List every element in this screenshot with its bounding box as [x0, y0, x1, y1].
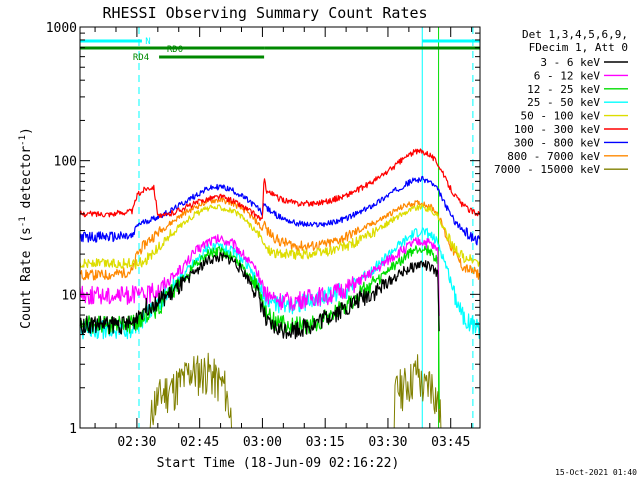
axis-layer: 1 10 100 1000 02:30 02:45 03:00 03:15 03:30 03:45	[46, 21, 480, 450]
series-line-50-100-kev	[79, 203, 481, 270]
y-tick-label: 1000	[46, 21, 77, 36]
y-tick-label: 1	[69, 422, 77, 437]
x-tick-label: 02:45	[180, 435, 219, 450]
series-line-12-25-kev	[79, 245, 440, 409]
legend-entry-label: 25 - 50 keV	[527, 96, 600, 109]
legend-entry-label: 50 - 100 keV	[521, 110, 601, 123]
y-axis-label-part: Count Rate (s	[19, 227, 34, 329]
legend-entry-label: 12 - 25 keV	[527, 83, 600, 96]
y-axis-label: Count Rate (s-1 detector-1)	[18, 127, 34, 329]
legend-entry-label: 6 - 12 keV	[534, 69, 601, 82]
flag-label-rd0: RD0	[167, 45, 183, 55]
y-axis-label-part: detector	[19, 146, 34, 217]
x-tick-label: 03:30	[368, 435, 407, 450]
series-line-6-12-kev	[79, 234, 440, 316]
plot-frame	[79, 26, 481, 429]
legend: Det 1,3,4,5,6,9,FDecim 1, Att 0 3 - 6 keV…	[494, 28, 628, 176]
flag-label-n: N	[145, 37, 150, 47]
y-axis-label-part: )	[19, 127, 34, 135]
legend-header: FDecim 1, Att 0	[529, 41, 628, 54]
x-tick-label: 03:15	[306, 435, 345, 450]
x-axis-label: Start Time (18-Jun-09 02:16:22)	[157, 456, 400, 471]
x-tick-label: 03:00	[243, 435, 282, 450]
x-tick-label: 02:30	[117, 435, 156, 450]
series-line-800-7000-kev	[79, 196, 481, 281]
y-tick-label: 10	[61, 288, 77, 303]
y-axis-label-sup: -1	[18, 135, 28, 146]
legend-entry-label: 300 - 800 keV	[514, 136, 600, 149]
series-line-100-300-kev	[79, 148, 481, 221]
legend-entry-label: 100 - 300 keV	[514, 123, 600, 136]
legend-header: Det 1,3,4,5,6,9,	[522, 28, 628, 41]
x-tick-label: 03:45	[431, 435, 470, 450]
series-line-3-6-kev	[79, 251, 440, 340]
legend-entry-label: 7000 - 15000 keV	[494, 163, 600, 176]
legend-entry-label: 800 - 7000 keV	[507, 150, 600, 163]
footer-timestamp: 15-Oct-2021 01:40	[555, 468, 637, 477]
y-tick-label: 100	[54, 155, 77, 170]
y-axis-label-sup: -1	[18, 216, 28, 227]
chart-title: RHESSI Observing Summary Count Rates	[102, 4, 427, 22]
series-line-300-800-kev	[79, 175, 481, 246]
plot-layer: N RD0 RD4	[79, 27, 481, 429]
legend-entry-label: 3 - 6 keV	[540, 56, 600, 69]
flag-label-rd4: RD4	[133, 53, 149, 63]
